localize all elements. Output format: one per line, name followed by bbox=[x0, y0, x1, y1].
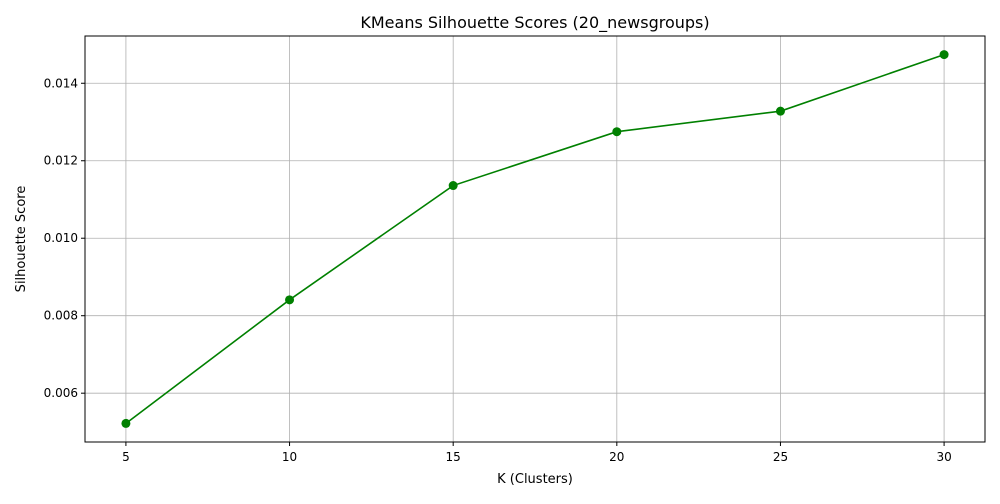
y-tick-label: 0.006 bbox=[44, 386, 78, 400]
data-point bbox=[121, 418, 131, 428]
data-point bbox=[939, 50, 949, 60]
x-tick-label: 15 bbox=[446, 450, 461, 464]
x-tick-label: 5 bbox=[122, 450, 130, 464]
data-point bbox=[775, 106, 785, 116]
y-tick-label: 0.008 bbox=[44, 309, 78, 323]
y-tick-label: 0.014 bbox=[44, 76, 78, 90]
plot-frame bbox=[84, 35, 986, 443]
y-axis-ticks: 0.006 0.008 0.010 0.012 0.014 bbox=[44, 76, 85, 400]
data-point bbox=[448, 181, 458, 191]
y-tick-label: 0.010 bbox=[44, 231, 78, 245]
x-tick-label: 10 bbox=[282, 450, 297, 464]
x-tick-label: 20 bbox=[609, 450, 624, 464]
chart-title: KMeans Silhouette Scores (20_newsgroups) bbox=[360, 13, 709, 33]
series-layer bbox=[121, 50, 949, 428]
x-axis-label: K (Clusters) bbox=[497, 472, 573, 487]
x-axis-ticks: 5 10 15 20 25 30 bbox=[122, 442, 952, 464]
data-point bbox=[285, 295, 295, 305]
y-axis-label: Silhouette Score bbox=[14, 186, 29, 293]
series-line bbox=[125, 53, 945, 425]
data-point bbox=[612, 127, 622, 137]
x-tick-label: 25 bbox=[773, 450, 788, 464]
grid bbox=[85, 36, 985, 442]
y-tick-label: 0.012 bbox=[44, 154, 78, 168]
x-tick-label: 30 bbox=[936, 450, 951, 464]
